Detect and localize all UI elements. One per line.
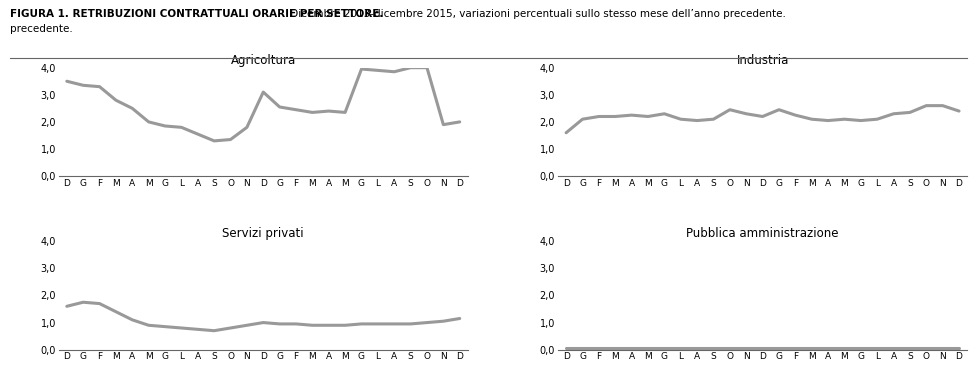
Title: Agricoltura: Agricoltura — [231, 53, 296, 67]
Title: Servizi privati: Servizi privati — [223, 227, 304, 240]
Text: precedente.: precedente. — [10, 24, 72, 35]
Title: Industria: Industria — [737, 53, 788, 67]
Text: Dicembre 2013-dicembre 2015, variazioni percentuali sullo stesso mese dell’anno : Dicembre 2013-dicembre 2015, variazioni … — [286, 9, 786, 20]
Title: Pubblica amministrazione: Pubblica amministrazione — [686, 227, 839, 240]
Text: FIGURA 1. RETRIBUZIONI CONTRATTUALI ORARIE PER SETTORE.: FIGURA 1. RETRIBUZIONI CONTRATTUALI ORAR… — [10, 9, 383, 20]
